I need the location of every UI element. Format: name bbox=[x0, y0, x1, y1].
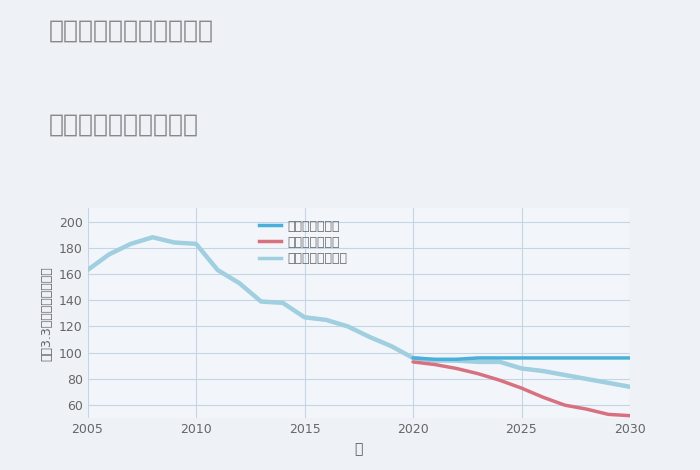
Text: 中古戸建ての価格推移: 中古戸建ての価格推移 bbox=[49, 113, 199, 137]
Legend: グッドシナリオ, バッドシナリオ, ノーマルシナリオ: グッドシナリオ, バッドシナリオ, ノーマルシナリオ bbox=[253, 215, 353, 270]
Y-axis label: 坪（3.3㎡）単価（万円）: 坪（3.3㎡）単価（万円） bbox=[40, 266, 53, 360]
X-axis label: 年: 年 bbox=[355, 442, 363, 456]
Text: 愛知県瀬戸市みずの坂の: 愛知県瀬戸市みずの坂の bbox=[49, 19, 214, 43]
